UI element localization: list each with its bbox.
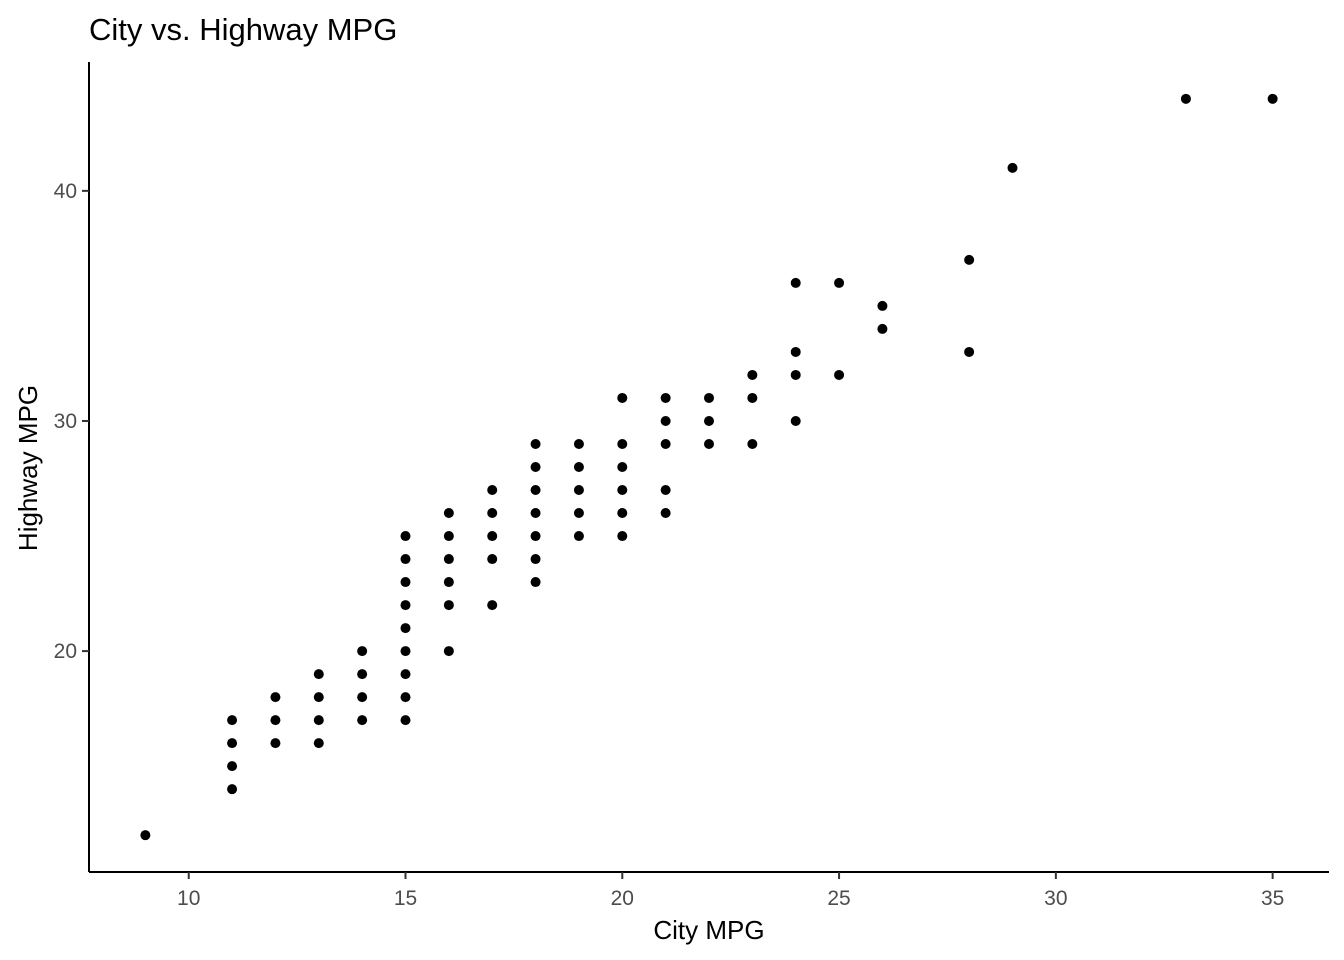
data-point [530,462,541,472]
x-tick-label: 10 [177,887,200,910]
data-point [227,715,238,726]
data-point [1007,162,1018,173]
data-point [357,646,368,657]
data-point [443,554,454,565]
data-point [140,830,151,841]
data-point [530,508,541,519]
data-point [660,485,671,496]
data-point [617,438,628,449]
data-point [790,415,801,426]
data-point [617,508,628,519]
x-tick-label: 35 [1261,887,1284,910]
data-point [270,715,281,726]
data-point [487,508,498,519]
data-point [313,692,324,703]
data-point [357,715,368,726]
data-point [617,485,628,496]
data-point [660,508,671,519]
data-point [227,738,238,749]
data-point [400,692,411,703]
data-point [400,554,411,565]
data-point [747,369,758,380]
data-point [443,508,454,519]
data-point [617,531,628,542]
data-point [704,392,714,403]
data-point [877,300,888,311]
data-point [790,346,801,357]
x-axis: 10 15 20 25 30 35 [89,871,1329,910]
x-tick-label: 15 [394,887,417,910]
data-point [834,369,845,380]
x-tick-label: 20 [611,887,634,910]
data-point [487,554,498,565]
data-point [790,277,801,288]
data-point [400,531,411,542]
data-point [400,623,411,634]
data-point [704,438,714,449]
data-point [313,738,324,749]
data-point [573,508,584,519]
data-point [747,392,758,403]
data-point [660,415,671,426]
data-point [704,415,714,426]
data-point [530,531,541,542]
data-point [400,577,411,588]
data-point [747,438,758,449]
data-point [443,577,454,588]
data-point [834,277,845,288]
x-tick-label: 30 [1044,887,1067,910]
data-point [400,715,411,726]
data-point [530,554,541,565]
data-point [313,669,324,680]
x-axis-label: City MPG [653,915,764,945]
data-point [443,600,454,611]
data-point [573,485,584,496]
data-point [270,738,281,749]
data-point [400,646,411,657]
data-point [443,646,454,657]
data-point [313,715,324,726]
data-point [1267,93,1278,104]
data-point [617,462,628,472]
data-point [357,669,368,680]
data-point [660,438,671,449]
data-point [487,600,498,611]
data-point [573,462,584,472]
y-tick-label: 20 [54,640,77,663]
data-point [487,531,498,542]
data-point [357,692,368,703]
y-axis-label: Highway MPG [13,385,43,551]
data-point [227,761,238,772]
data-point [530,577,541,588]
y-axis: 20 30 40 [54,62,90,872]
y-tick-label: 30 [54,410,77,433]
data-point [443,531,454,542]
data-point [227,784,238,795]
data-point [530,485,541,496]
plot-area [140,93,1278,841]
x-tick-label: 25 [827,887,850,910]
data-point [964,346,975,357]
data-point [617,392,628,403]
data-point [1180,93,1191,104]
data-point [964,254,975,265]
data-point [790,369,801,380]
data-point [660,392,671,403]
data-point [573,438,584,449]
data-point [400,669,411,680]
data-point [487,485,498,496]
data-point [877,323,888,334]
data-point [400,600,411,611]
data-point [573,531,584,542]
data-point [270,692,281,703]
chart-title: City vs. Highway MPG [89,12,397,47]
y-tick-label: 40 [54,180,77,203]
data-point [530,438,541,449]
